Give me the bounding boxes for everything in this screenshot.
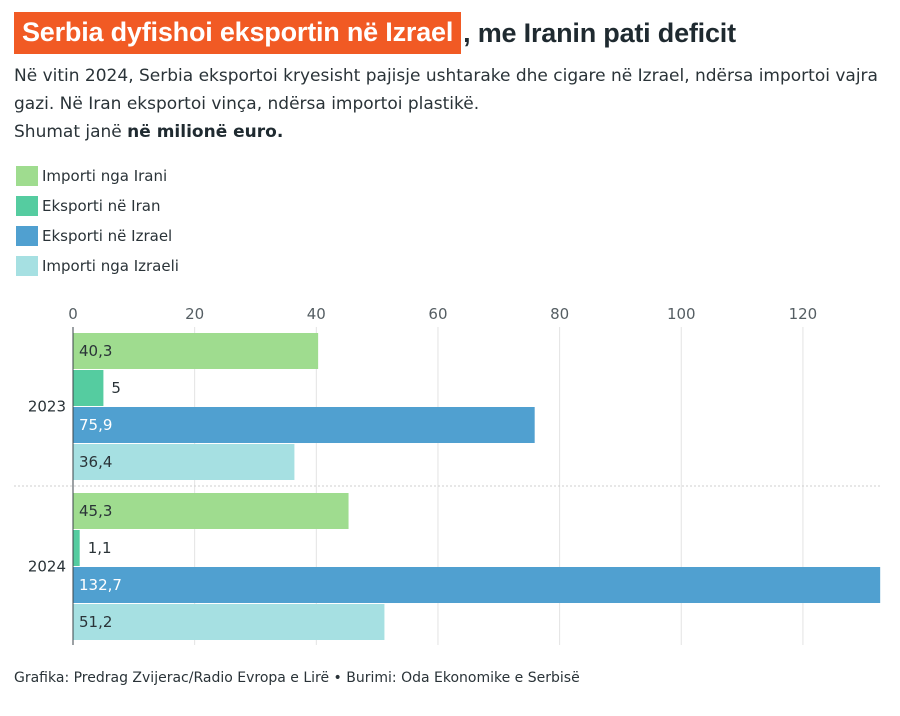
subtitle-description: Në vitin 2024, Serbia eksportoi kryesish… (14, 66, 878, 114)
x-tick-label: 80 (550, 305, 569, 323)
data-label: 5 (111, 379, 121, 397)
legend-swatch (16, 166, 38, 186)
legend-item-3: Importi nga Izraeli (16, 255, 179, 277)
legend-label: Eksporti në Izrael (42, 227, 173, 245)
legend-swatch (16, 256, 38, 276)
subtitle-unit-note: Shumat janë në milionë euro. (14, 118, 884, 146)
unit-bold: në milionë euro. (127, 122, 284, 142)
legend: Importi nga Irani Eksporti në Iran Eksport… (16, 165, 179, 285)
bar (73, 444, 295, 480)
bar (73, 407, 535, 443)
bar (73, 530, 80, 566)
x-tick-label: 40 (307, 305, 326, 323)
legend-item-2: Eksporti në Izrael (16, 225, 179, 247)
data-label: 75,9 (79, 416, 112, 434)
x-tick-label: 60 (428, 305, 447, 323)
title-rest: , me Iranin pati deficit (463, 18, 736, 48)
data-label: 36,4 (79, 453, 112, 471)
chart-title: Serbia dyfishoi eksportin në Izrael , me… (14, 12, 736, 54)
legend-swatch (16, 226, 38, 246)
x-tick-label: 100 (667, 305, 696, 323)
data-label: 132,7 (79, 576, 122, 594)
bar-chart: 0 20 40 60 80 100 120 2023 40,3 5 75,9 36,4 2024 45,3… (14, 305, 882, 645)
x-tick-label: 0 (68, 305, 78, 323)
x-tick-label: 120 (789, 305, 818, 323)
data-label: 1,1 (88, 539, 112, 557)
legend-label: Eksporti në Iran (42, 197, 161, 215)
bar (73, 333, 319, 369)
bar (73, 370, 104, 406)
footer-credit: Grafika: Predrag Zvijerac/Radio Evropa e… (14, 670, 580, 686)
chart-subtitle: Në vitin 2024, Serbia eksportoi kryesish… (14, 62, 884, 146)
legend-label: Importi nga Izraeli (42, 257, 179, 275)
title-highlight: Serbia dyfishoi eksportin në Izrael (14, 12, 462, 54)
bar (73, 493, 349, 529)
legend-item-0: Importi nga Irani (16, 165, 179, 187)
data-label: 51,2 (79, 613, 112, 631)
bar (73, 604, 385, 640)
category-label: 2024 (28, 558, 66, 576)
unit-prefix: Shumat janë (14, 122, 128, 142)
category-label: 2023 (28, 398, 66, 416)
legend-label: Importi nga Irani (42, 167, 168, 185)
data-label: 45,3 (79, 502, 112, 520)
data-label: 40,3 (79, 342, 112, 360)
x-tick-label: 20 (185, 305, 204, 323)
legend-item-1: Eksporti në Iran (16, 195, 179, 217)
bar (73, 567, 881, 603)
legend-swatch (16, 196, 38, 216)
